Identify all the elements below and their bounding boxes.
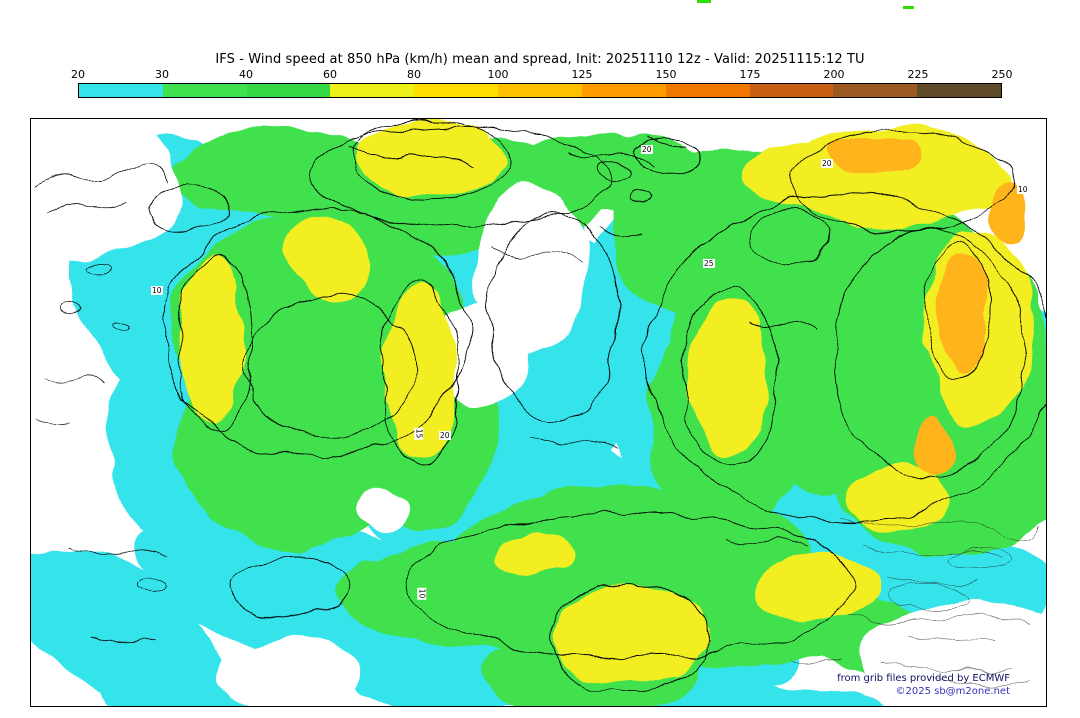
colorbar-bar [78,83,1002,98]
contour-label: 20 [439,431,451,440]
colorbar-tick: 60 [323,68,337,81]
credit-copyright: ©2025 sb@m2one.net [895,686,1011,697]
coastlines [32,161,806,644]
terrain-contours [789,517,1040,682]
colorbar-segment [330,84,415,97]
colorbar: 20 30 40 60 80 100 125 150 175 200 225 250 [71,68,1013,98]
map-title: IFS - Wind speed at 850 hPa (km/h) mean … [215,52,865,67]
colorbar-segment [917,84,1001,97]
colorbar-tick: 100 [487,68,509,81]
contour-label: 10 [1017,185,1029,194]
wind-band-orange [832,140,1026,476]
contour-label: 25 [703,259,715,268]
wind-map-svg [31,119,1046,706]
artifact-dash [697,0,711,3]
colorbar-tick: 40 [239,68,253,81]
colorbar-tick: 30 [155,68,169,81]
colorbar-segment [833,84,918,97]
colorbar-segment [498,84,582,97]
colorbar-tick: 80 [407,68,421,81]
artifact-dash [903,6,914,9]
colorbar-tick: 200 [823,68,845,81]
colorbar-segment [246,84,331,97]
colorbar-ticks: 20 30 40 60 80 100 125 150 175 200 225 250 [71,68,1013,83]
credit-ecmwf: from grib files provided by ECMWF [837,673,1010,684]
colorbar-segment [581,84,666,97]
colorbar-segment [749,84,834,97]
colorbar-tick: 225 [907,68,929,81]
map-canvas: 20 10 15 20 10 20 10 25 from grib files … [30,118,1047,707]
contour-label: 20 [641,145,653,154]
colorbar-tick: 125 [571,68,593,81]
spread-contours [148,120,1046,694]
colorbar-segment [414,84,499,97]
contour-label: 15 [414,427,424,440]
colorbar-segment [79,84,163,97]
colorbar-tick: 150 [655,68,677,81]
colorbar-tick: 20 [71,68,85,81]
colorbar-segment [665,84,750,97]
colorbar-tick: 175 [739,68,761,81]
wind-band-calm [31,119,1046,706]
contour-label: 10 [151,286,163,295]
contour-label: 10 [417,587,427,600]
credits: from grib files provided by ECMWF ©2025 … [837,672,1010,698]
contour-label: 20 [821,159,833,168]
colorbar-segment [162,84,247,97]
colorbar-tick: 250 [991,68,1013,81]
